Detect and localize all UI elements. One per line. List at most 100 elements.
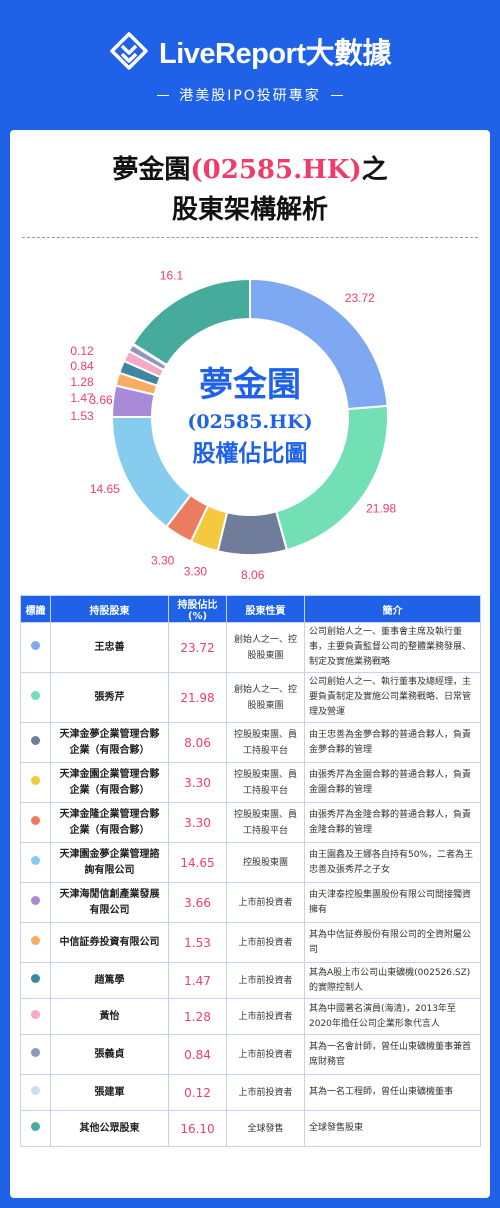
table-row: 天津金園企業管理合夥企業（有限合夥） 3.30 控股股東團、員工持股平台 由張秀芹為金… [20,762,481,803]
holder-nature: 控股股東團、員工持股平台 [226,722,305,763]
holder-percent: 16.10 [168,1110,227,1147]
title-divider [22,237,478,238]
content-card: 夢金園(02585.HK)之 股東架構解析 23.72 21.98 8.06 3.30… [10,130,490,1198]
holder-percent: 0.84 [168,1034,227,1075]
slice-value-label: 21.98 [366,502,396,516]
holder-intro: 全球發售股東 [304,1110,481,1147]
legend-dot-icon [31,973,40,983]
chart-center-code: (02585.HK) [187,411,313,433]
table-row: 趙篤學 1.47 上市前投資者 其為A股上市公司山東礦機(002526.SZ)的實際控… [20,962,481,999]
table-row: 張建軍 0.12 上市前投資者 其為一名工程師，曾任山東礦機董事 [20,1074,481,1111]
slice-value-label: 3.30 [184,565,208,579]
holder-name: 王忠善 [50,622,169,673]
livereport-logo-icon [110,32,148,70]
row-marker [20,802,51,843]
holder-name: 中信証券投資有限公司 [50,922,169,963]
holder-intro: 其為A股上市公司山東礦機(002526.SZ)的實際控制人 [304,962,481,999]
holder-nature: 上市前投資者 [226,1034,305,1075]
donut-chart-svg: 23.72 21.98 8.06 3.30 3.30 14.65 3.66 1.53 1.47 1… [70,268,396,582]
chart-center-company: 夢金園 [199,365,301,405]
table-row: 黃怡 1.28 上市前投資者 其為中國著名演員(海清)，2013年至2020年擔任公司… [20,998,481,1035]
page-title: 夢金園(02585.HK)之 股東架構解析 [10,150,490,230]
row-marker [20,1110,51,1147]
holder-name: 天津海閒信創產業發展有限公司 [50,882,169,923]
legend-dot-icon [31,855,40,865]
holder-name: 張義貞 [50,1034,169,1075]
holder-intro: 由王忠善為金夢合夥的普通合夥人，負責金夢合夥的管理 [304,722,481,763]
holder-name: 張建軍 [50,1074,169,1111]
table-row: 中信証券投資有限公司 1.53 上市前投資者 其為中信証券股份有限公司的全資附屬公司 [20,922,481,963]
legend-dot-icon [31,1085,40,1095]
title-line-2: 股東架構解析 [171,195,328,225]
holder-nature: 上市前投資者 [226,922,305,963]
holder-name: 趙篤學 [50,962,169,999]
holder-intro: 其為一名工程師，曾任山東礦機董事 [304,1074,481,1111]
brand-logo: LiveReport大數據 [0,30,500,72]
row-marker [20,672,51,723]
slice-value-label: 14.65 [90,482,120,496]
legend-dot-icon [31,1047,40,1057]
holder-percent: 3.30 [168,802,227,843]
slice-value-label: 3.30 [151,553,175,567]
holder-percent: 3.30 [168,762,227,803]
holder-percent: 0.12 [168,1074,227,1111]
title-stock-code: (02585.HK) [190,155,362,185]
holder-intro: 公司創始人之一、執行董事及總經理，主要負責制定及實施公司業務戰略、日常管理及營運 [304,672,481,723]
header-marker: 標識 [20,595,51,623]
table-row: 天津金夢企業管理合夥企業（有限合夥） 8.06 控股股東團、員工持股平台 由王忠善為金… [20,722,481,763]
row-marker [20,1034,51,1075]
row-marker [20,922,51,963]
slice-value-label: 0.84 [70,359,94,373]
holder-nature: 上市前投資者 [226,998,305,1035]
holder-percent: 1.28 [168,998,227,1035]
holder-intro: 由王園鑫及王娜各自持有50%，二者為王忠善及張秀芹之子女 [304,842,481,883]
legend-dot-icon [31,735,40,745]
donut-slice [131,277,251,367]
holder-name: 天津園金夢企業管理諮詢有限公司 [50,842,169,883]
holder-name: 天津金夢企業管理合夥企業（有限合夥） [50,722,169,763]
holder-intro: 其為一名會計師，曾任山東礦機董事兼首席財務官 [304,1034,481,1075]
legend-dot-icon [31,815,40,825]
row-marker [20,622,51,673]
legend-dot-icon [31,775,40,785]
slice-value-label: 0.12 [70,344,94,358]
holder-percent: 23.72 [168,622,227,673]
legend-dot-icon [31,1121,40,1131]
table-row: 張秀芹 21.98 創始人之一、控股股東團 公司創始人之一、執行董事及總經理，主要負責… [20,672,481,723]
slice-value-label: 8.06 [241,568,265,582]
holder-intro: 公司創始人之一、董事會主席及執行董事，主要負責監督公司的整體業務發展、制定及實施… [304,622,481,673]
tagline-dash-left [157,94,170,96]
holder-intro: 其為中信証券股份有限公司的全資附屬公司 [304,922,481,963]
table-row: 天津園金夢企業管理諮詢有限公司 14.65 控股股東團 由王園鑫及王娜各自持有50%，… [20,842,481,883]
holder-intro: 由張秀芹為金園合夥的普通合夥人，負責金園合夥的管理 [304,762,481,803]
holder-nature: 控股股東團、員工持股平台 [226,802,305,843]
slice-value-label: 1.53 [70,409,94,423]
holder-percent: 3.66 [168,882,227,923]
holder-intro: 由張秀芹為金隆合夥的普通合夥人，負責金隆合夥的管理 [304,802,481,843]
row-marker [20,842,51,883]
chart-center-caption: 股權佔比圖 [192,440,308,467]
header-holder: 持股股東 [50,595,169,623]
holder-nature: 上市前投資者 [226,882,305,923]
legend-dot-icon [31,935,40,945]
table-row: 王忠善 23.72 創始人之一、控股股東團 公司創始人之一、董事會主席及執行董事，主要… [20,622,481,673]
legend-dot-icon [31,640,40,650]
header: LiveReport大數據 港美股IPO投研專家 [0,0,500,130]
tagline-text: 港美股IPO投研專家 [179,88,321,104]
header-intro: 簡介 [304,595,481,623]
holder-nature: 上市前投資者 [226,1074,305,1111]
table-header-row: 標識 持股股東 持股佔比(%) 股東性質 簡介 [20,595,481,623]
legend-dot-icon [31,1009,40,1019]
tagline-dash-right [330,94,343,96]
holder-nature: 上市前投資者 [226,962,305,999]
holder-percent: 14.65 [168,842,227,883]
holder-intro: 其為中國著名演員(海清)，2013年至2020年擔任公司企業形象代言人 [304,998,481,1035]
row-marker [20,998,51,1035]
row-marker [20,962,51,999]
slice-value-label: 3.66 [89,393,113,407]
row-marker [20,1074,51,1111]
holder-name: 張秀芹 [50,672,169,723]
row-marker [20,722,51,763]
holder-name: 天津金隆企業管理合夥企業（有限合夥） [50,802,169,843]
slice-value-label: 1.28 [70,375,94,389]
